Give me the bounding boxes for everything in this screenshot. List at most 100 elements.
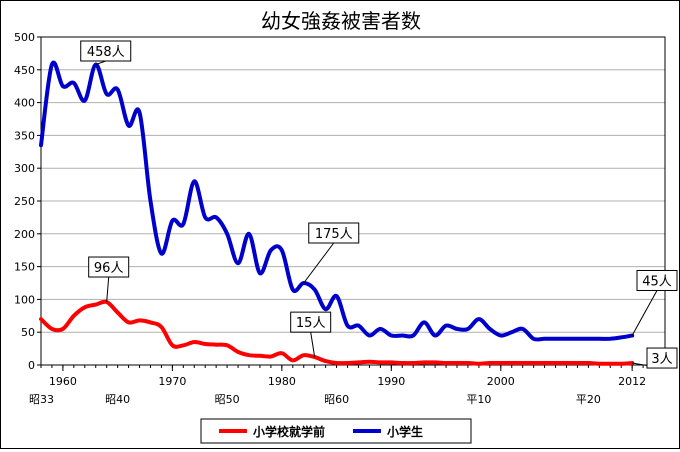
data-point xyxy=(488,327,492,331)
data-point xyxy=(379,361,382,364)
callout-pointer xyxy=(310,332,316,358)
series-layer xyxy=(39,60,635,366)
data-point xyxy=(510,361,513,365)
data-point xyxy=(565,361,568,365)
x-tick-label: 1980 xyxy=(268,375,296,388)
data-point xyxy=(598,362,601,365)
era-tick-label: 平20 xyxy=(576,393,601,406)
data-point xyxy=(422,321,426,324)
data-point xyxy=(532,361,535,365)
callout-layer: 458人 96人 175人 15人 45人 3人 xyxy=(80,40,678,369)
data-point xyxy=(105,92,108,96)
data-point xyxy=(543,361,546,365)
data-point xyxy=(477,362,481,365)
data-point xyxy=(554,361,557,365)
data-point xyxy=(433,361,437,364)
data-point xyxy=(510,331,513,334)
y-tick-label: 500 xyxy=(14,31,35,44)
data-point xyxy=(324,308,327,311)
data-point xyxy=(61,327,65,331)
grid-layer xyxy=(41,69,665,333)
data-point xyxy=(280,249,284,252)
y-tick-label: 50 xyxy=(21,326,35,339)
data-point xyxy=(620,362,623,365)
data-point xyxy=(499,334,502,337)
callout-box xyxy=(80,40,132,62)
data-point xyxy=(214,216,218,219)
data-point xyxy=(160,252,163,255)
data-point xyxy=(193,180,196,183)
data-point xyxy=(171,344,174,347)
series-line-preschool xyxy=(39,299,635,366)
data-point xyxy=(412,334,415,337)
y-tick-label: 350 xyxy=(14,129,35,142)
data-point xyxy=(357,361,360,364)
data-point xyxy=(116,88,119,91)
data-point xyxy=(543,337,546,340)
data-point xyxy=(160,325,163,329)
y-tick-label: 450 xyxy=(14,64,35,77)
data-point xyxy=(313,288,316,291)
data-point xyxy=(499,361,502,365)
y-tick-label: 150 xyxy=(14,261,35,274)
data-point xyxy=(554,337,557,340)
data-point xyxy=(214,343,218,346)
callout-label: 175人 xyxy=(315,227,353,242)
callout-box xyxy=(290,311,332,333)
data-point xyxy=(94,303,97,306)
data-point xyxy=(466,361,470,365)
data-point xyxy=(83,99,86,102)
data-point xyxy=(116,311,119,314)
y-tick-label: 0 xyxy=(28,359,35,372)
chart-title: 幼女強姦被害者数 xyxy=(261,9,421,33)
data-point xyxy=(236,262,240,265)
data-point xyxy=(401,361,404,365)
x-tick-label: 2000 xyxy=(487,375,515,388)
data-point xyxy=(247,232,251,235)
data-point xyxy=(455,327,459,331)
data-point xyxy=(379,327,382,331)
data-point xyxy=(204,216,207,219)
callout-box xyxy=(646,347,678,369)
callout-box xyxy=(636,269,678,291)
data-point xyxy=(182,222,185,226)
data-point xyxy=(193,340,196,344)
era-tick-label: 平10 xyxy=(466,393,491,406)
callout-box xyxy=(88,256,130,278)
era-tick-label: 昭60 xyxy=(324,393,349,406)
data-point xyxy=(620,336,623,339)
data-point xyxy=(335,294,338,298)
data-point xyxy=(171,219,174,222)
y-tick-label: 400 xyxy=(14,97,35,110)
callout-label: 96人 xyxy=(94,261,124,276)
data-point xyxy=(401,334,404,337)
data-point xyxy=(532,337,535,340)
data-point xyxy=(127,124,130,127)
x-tick-label: 1970 xyxy=(158,375,186,388)
data-point xyxy=(521,327,524,331)
data-point xyxy=(50,327,54,331)
y-tick-label: 250 xyxy=(14,195,35,208)
data-point xyxy=(83,306,86,309)
legend: 小学校就学前 小学生 xyxy=(200,418,472,444)
data-point xyxy=(565,337,568,340)
callout-label: 458人 xyxy=(87,45,125,60)
data-point xyxy=(324,359,327,363)
data-point xyxy=(412,361,415,365)
data-point xyxy=(291,288,294,291)
data-point xyxy=(587,361,590,365)
data-point xyxy=(488,361,492,365)
data-point xyxy=(72,81,76,85)
x-tick-label: 2012 xyxy=(618,375,646,388)
data-point xyxy=(444,361,448,365)
callout-label: 15人 xyxy=(296,316,326,331)
data-point xyxy=(204,342,207,346)
data-point xyxy=(236,350,240,354)
data-point xyxy=(609,337,612,340)
data-point xyxy=(225,344,229,347)
data-point xyxy=(258,354,262,358)
data-point xyxy=(368,360,371,363)
data-point xyxy=(587,337,590,340)
